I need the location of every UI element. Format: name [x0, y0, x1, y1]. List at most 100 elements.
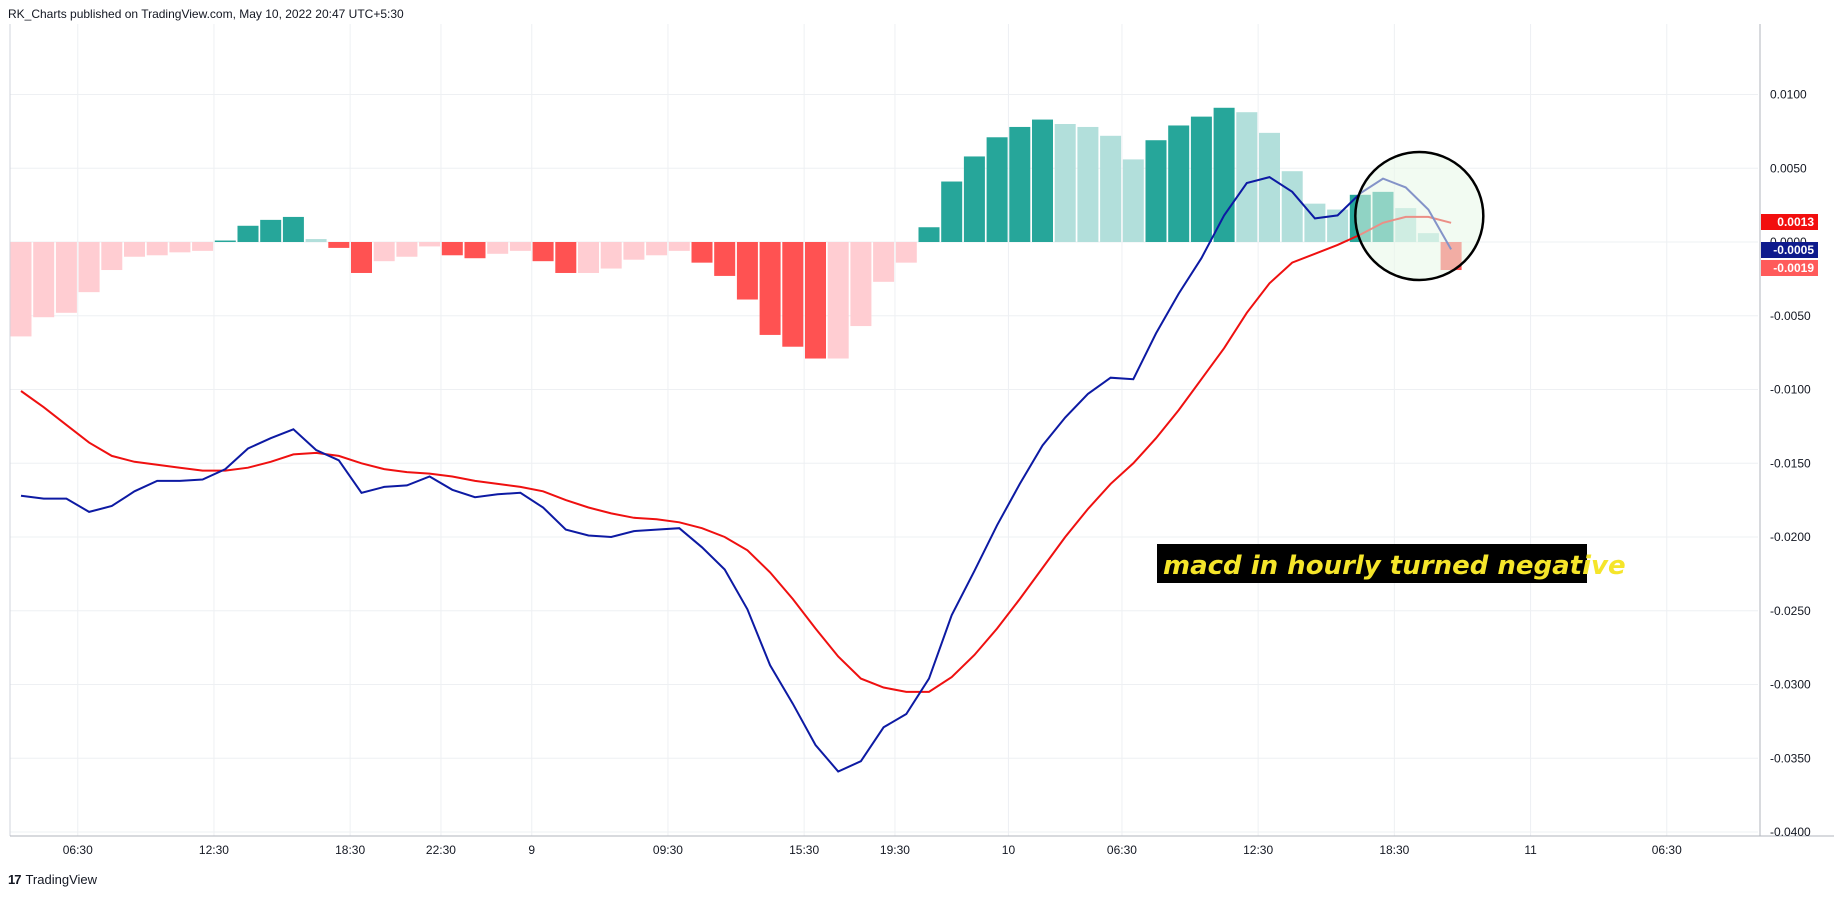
histogram-bar: [1077, 126, 1099, 242]
signal-line: [20, 215, 1452, 693]
histogram-bar: [487, 242, 509, 254]
histogram-bar: [1145, 140, 1167, 242]
histogram-bar: [782, 242, 804, 347]
histogram-bar: [850, 242, 872, 327]
histogram-bar: [532, 242, 554, 262]
x-tick-label: 15:30: [789, 843, 819, 857]
histogram-bar: [351, 242, 372, 273]
histogram-bar: [1009, 126, 1031, 242]
y-tick-label: 0.0050: [1770, 161, 1807, 175]
y-tick-label: -0.0150: [1770, 456, 1811, 470]
histogram-bar: [873, 242, 895, 282]
histogram-bar: [282, 216, 304, 242]
histogram-bar: [895, 242, 917, 263]
histogram-bar: [441, 242, 463, 256]
x-tick-label: 09:30: [653, 843, 683, 857]
x-tick-label: 12:30: [1243, 843, 1273, 857]
histogram-bar: [1236, 112, 1258, 242]
y-tick-label: -0.0200: [1770, 530, 1811, 544]
chart-grid: [10, 24, 1758, 836]
x-tick-label: 22:30: [426, 843, 456, 857]
last-value-badge: [1761, 214, 1818, 230]
last-value-badge: [1761, 260, 1818, 276]
tradingview-logo-icon: 17: [8, 872, 22, 887]
histogram-bar: [78, 242, 100, 293]
histogram-bar: [1281, 171, 1303, 242]
histogram-bar: [55, 242, 77, 313]
x-tick-label: 18:30: [1379, 843, 1409, 857]
histogram-bar: [646, 242, 668, 256]
histogram-bar: [101, 242, 123, 271]
histogram-bar: [1213, 107, 1235, 243]
histogram-bar: [805, 242, 826, 359]
histogram-bar: [1259, 132, 1280, 242]
histogram-bar: [1190, 116, 1212, 242]
histogram-bar: [464, 242, 486, 259]
histogram-bar: [1100, 135, 1122, 242]
last-value-badges: 0.0013 -0.0005 -0.0019: [1761, 214, 1818, 276]
histogram-bar: [10, 242, 32, 337]
x-tick-label: 06:30: [63, 843, 93, 857]
histogram-bar: [1327, 209, 1349, 242]
last-value-label: 0.0013: [1777, 215, 1814, 229]
histogram-bar: [419, 242, 441, 247]
histogram-bar: [169, 242, 191, 253]
histogram-bar: [578, 242, 599, 273]
y-tick-label: -0.0250: [1770, 604, 1811, 618]
last-value-label: -0.0005: [1773, 243, 1814, 257]
histogram-bar: [237, 225, 259, 242]
last-value-label: -0.0019: [1773, 261, 1814, 275]
chart-frame: [9, 24, 1834, 837]
annotation-text: macd in hourly turned negative: [1163, 551, 1626, 581]
histogram-bar: [328, 242, 350, 248]
histogram-bar: [305, 239, 327, 242]
histogram-bar: [759, 242, 781, 335]
histogram-bar: [1122, 159, 1144, 242]
y-tick-label: -0.0300: [1770, 678, 1811, 692]
macd-line: [20, 176, 1452, 773]
highlight-circle: [1354, 150, 1485, 282]
y-tick-label: -0.0050: [1770, 309, 1811, 323]
annotation-background: [1157, 544, 1587, 583]
tradingview-brand[interactable]: 17 TradingView: [8, 872, 97, 887]
brand-name: TradingView: [25, 872, 98, 887]
x-tick-label: 10: [1002, 843, 1016, 857]
annotation-box: macd in hourly turned negative: [1157, 544, 1626, 583]
histogram-bar: [941, 181, 963, 242]
histogram-bar: [1032, 119, 1053, 242]
macd-histogram: [10, 107, 1462, 359]
histogram-bar: [963, 156, 985, 242]
histogram-bar: [600, 242, 622, 269]
y-tick-label: -0.0350: [1770, 751, 1811, 765]
y-tick-label: 0.0100: [1770, 88, 1807, 102]
histogram-bar: [714, 242, 736, 276]
histogram-bar: [1054, 124, 1076, 242]
price-axis: 0.01000.00500.0000-0.0050-0.0100-0.0150-…: [1770, 88, 1811, 840]
y-tick-label: -0.0100: [1770, 383, 1811, 397]
histogram-bar: [260, 219, 282, 242]
histogram-bar: [691, 242, 713, 263]
last-value-badge: [1761, 242, 1818, 258]
x-tick-label: 12:30: [199, 843, 229, 857]
publisher-caption: RK_Charts published on TradingView.com, …: [8, 7, 404, 21]
histogram-bar: [668, 242, 690, 251]
histogram-bar: [986, 137, 1008, 242]
histogram-bar: [373, 242, 395, 262]
x-tick-label: 06:30: [1107, 843, 1137, 857]
histogram-bar: [918, 227, 940, 242]
histogram-bar: [192, 242, 214, 251]
histogram-bar: [623, 242, 645, 260]
histogram-bar: [1168, 125, 1190, 242]
histogram-bar: [396, 242, 418, 257]
y-tick-label: -0.0400: [1770, 825, 1811, 839]
crossover-highlight-circle: [1354, 150, 1485, 282]
histogram-bar: [509, 242, 531, 251]
x-tick-label: 19:30: [880, 843, 910, 857]
histogram-bar: [214, 240, 236, 242]
histogram-bar: [827, 242, 849, 359]
histogram-bar: [33, 242, 55, 318]
x-tick-label: 06:30: [1652, 843, 1682, 857]
histogram-bar: [124, 242, 145, 257]
histogram-bar: [555, 242, 577, 273]
